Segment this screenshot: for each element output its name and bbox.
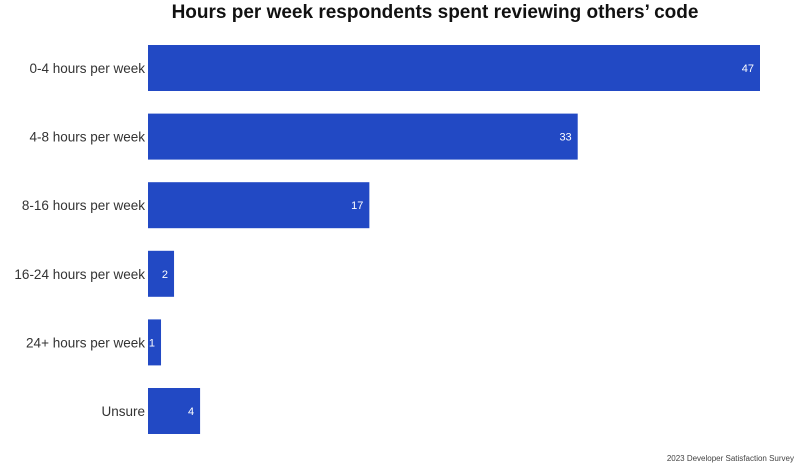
data-label-4-8-hours-per-week: 33 bbox=[559, 132, 571, 144]
data-label-0-4-hours-per-week: 47 bbox=[742, 63, 754, 75]
category-label-16-24-hours-per-week: 16-24 hours per week bbox=[14, 267, 145, 282]
source-note: 2023 Developer Satisfaction Survey bbox=[666, 454, 794, 463]
category-label-24-hours-per-week: 24+ hours per week bbox=[26, 335, 145, 350]
bar-8-16-hours-per-week bbox=[148, 182, 370, 229]
bar-0-4-hours-per-week bbox=[148, 45, 760, 91]
category-label-0-4-hours-per-week: 0-4 hours per week bbox=[29, 61, 145, 76]
category-label-4-8-hours-per-week: 4-8 hours per week bbox=[29, 130, 145, 145]
category-label-unsure: Unsure bbox=[101, 404, 145, 419]
bar-4-8-hours-per-week bbox=[148, 113, 578, 160]
data-label-unsure: 4 bbox=[188, 406, 194, 418]
data-label-8-16-hours-per-week: 17 bbox=[351, 200, 363, 212]
data-label-24-hours-per-week: 1 bbox=[149, 337, 155, 349]
bar-unsure bbox=[148, 388, 201, 434]
bar-24-hours-per-week bbox=[148, 319, 162, 366]
data-label-16-24-hours-per-week: 2 bbox=[162, 269, 168, 281]
category-label-8-16-hours-per-week: 8-16 hours per week bbox=[22, 198, 145, 213]
bar-16-24-hours-per-week bbox=[148, 250, 175, 297]
chart-title: Hours per week respondents spent reviewi… bbox=[171, 2, 699, 23]
